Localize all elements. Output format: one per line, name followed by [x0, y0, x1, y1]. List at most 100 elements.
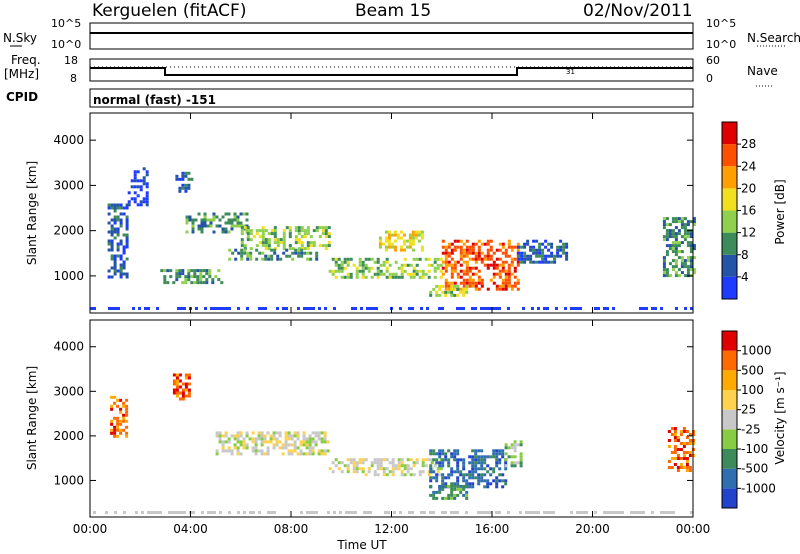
echo-cell	[287, 452, 291, 456]
echo-cell	[306, 251, 310, 255]
echo-cell	[328, 467, 332, 471]
echo-cell	[185, 218, 189, 222]
echo-cell	[680, 262, 684, 266]
echo-cell	[528, 511, 531, 514]
echo-cell	[689, 265, 693, 269]
echo-cell	[302, 437, 306, 441]
echo-cell	[163, 269, 167, 273]
echo-cell	[323, 449, 327, 453]
echo-cell	[110, 257, 114, 261]
echo-cell	[507, 307, 510, 310]
echo-cell	[159, 511, 162, 514]
echo-cell	[236, 437, 240, 441]
echo-cell	[133, 176, 137, 180]
echo-cell	[465, 260, 469, 264]
echo-cell	[444, 496, 448, 500]
echo-cell	[441, 251, 445, 255]
echo-cell	[660, 511, 663, 514]
echo-cell	[405, 239, 409, 243]
echo-cell	[495, 307, 498, 310]
echo-cell	[122, 413, 126, 417]
echo-cell	[317, 449, 321, 453]
echo-cell	[364, 257, 368, 261]
echo-cell	[477, 479, 481, 483]
echo-cell	[676, 457, 680, 460]
echo-cell	[444, 248, 448, 252]
echo-cell	[438, 464, 442, 468]
echo-cell	[215, 224, 219, 228]
echo-cell	[116, 269, 120, 273]
echo-cell	[432, 470, 436, 474]
echo-cell	[334, 257, 338, 261]
echo-cell	[320, 431, 324, 435]
echo-cell	[465, 278, 469, 282]
echo-cell	[538, 242, 542, 246]
echo-cell	[555, 307, 558, 310]
noise-right-tick-bottom: 10^0	[706, 38, 736, 51]
echo-cell	[417, 230, 421, 234]
echo-cell	[318, 235, 322, 239]
echo-cell	[432, 287, 436, 291]
echo-cell	[483, 511, 486, 514]
echo-cell	[474, 452, 478, 456]
echo-cell	[391, 470, 395, 474]
echo-cell	[205, 272, 209, 276]
echo-cell	[462, 272, 466, 276]
noise-panel	[89, 22, 694, 50]
echo-cell	[346, 263, 350, 267]
echo-cell	[113, 209, 117, 213]
echo-cell	[689, 244, 693, 248]
echo-cell	[172, 379, 176, 383]
echo-cell	[181, 272, 185, 276]
echo-cell	[468, 269, 472, 273]
echo-cell	[110, 239, 114, 243]
echo-cell	[110, 248, 114, 252]
echo-cell	[474, 467, 478, 471]
echo-cell	[309, 251, 313, 255]
echo-cell	[495, 482, 499, 486]
station-title: Kerguelen (fitACF)	[92, 1, 246, 21]
echo-cell	[236, 446, 240, 450]
echo-cell	[513, 446, 517, 450]
echo-cell	[169, 275, 173, 279]
echo-cell	[184, 278, 188, 282]
echo-cell	[228, 257, 232, 261]
echo-cell	[474, 287, 478, 291]
echo-cell	[291, 251, 295, 255]
echo-cell	[686, 268, 690, 272]
echo-cell	[309, 235, 313, 239]
echo-cell	[400, 272, 404, 276]
echo-cell	[208, 272, 212, 276]
echo-cell	[297, 254, 301, 258]
echo-cell	[285, 254, 289, 258]
echo-cell	[233, 215, 237, 219]
colorbar-block	[722, 122, 737, 145]
echo-cell	[246, 254, 250, 258]
echo-cell	[495, 263, 499, 267]
echo-cell	[243, 511, 246, 514]
echo-cell	[396, 236, 400, 240]
echo-cell	[266, 431, 270, 435]
echo-cell	[471, 449, 475, 453]
echo-cell	[674, 217, 678, 221]
echo-cell	[411, 236, 415, 240]
echo-cell	[456, 287, 460, 291]
echo-cell	[411, 307, 414, 310]
echo-cell	[195, 307, 198, 310]
echo-cell	[145, 197, 149, 201]
echo-cell	[257, 431, 261, 435]
echo-cell	[284, 440, 288, 444]
echo-cell	[397, 464, 401, 468]
echo-cell	[517, 257, 521, 261]
echo-cell	[174, 511, 177, 514]
echo-cell	[281, 446, 285, 450]
colorbar-tick-label: -100	[741, 442, 768, 456]
echo-cell	[510, 248, 514, 252]
echo-cell	[447, 496, 451, 500]
echo-cell	[264, 247, 268, 251]
echo-cell	[441, 464, 445, 468]
echo-cell	[400, 461, 404, 465]
echo-cell	[209, 221, 213, 225]
echo-cell	[273, 229, 277, 233]
echo-cell	[474, 476, 478, 480]
